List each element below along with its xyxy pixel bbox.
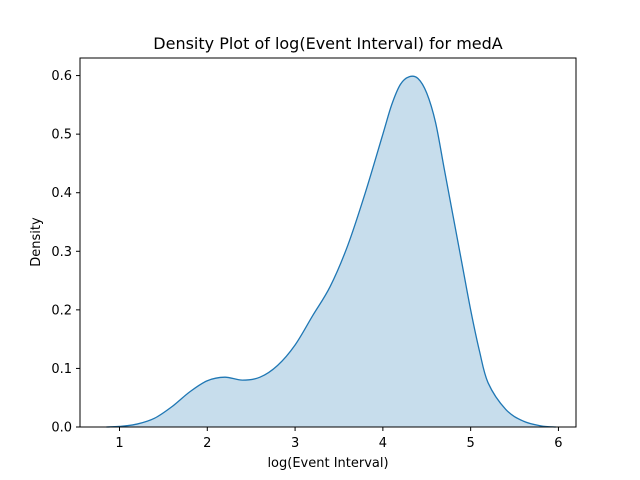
y-tick-label: 0.6 — [51, 69, 72, 84]
density-curve-line — [106, 75, 556, 428]
x-tick-label: 3 — [291, 436, 299, 451]
plot-area — [106, 75, 556, 428]
y-tick-label: 0.4 — [51, 186, 72, 201]
x-tick-label: 6 — [554, 436, 562, 451]
plot-frame — [79, 57, 577, 428]
y-tick-label: 0.1 — [51, 362, 72, 377]
x-tick-label: 5 — [467, 436, 475, 451]
y-tick-label: 0.5 — [51, 128, 72, 143]
x-axis-label: log(Event Interval) — [267, 456, 388, 471]
x-tick-label: 4 — [379, 436, 387, 451]
x-tick-label: 2 — [203, 436, 211, 451]
y-tick-label: 0.0 — [51, 421, 72, 436]
chart-title: Density Plot of log(Event Interval) for … — [153, 34, 502, 53]
y-tick-label: 0.3 — [51, 245, 72, 260]
x-tick-label: 1 — [115, 436, 123, 451]
axis-ticks: 1 2 3 4 5 6 0.0 0.1 0.2 0.3 0.4 0.5 0.6 — [51, 69, 562, 451]
y-tick-label: 0.2 — [51, 303, 72, 318]
density-area-fill — [106, 76, 556, 428]
y-axis-label: Density — [29, 217, 44, 267]
